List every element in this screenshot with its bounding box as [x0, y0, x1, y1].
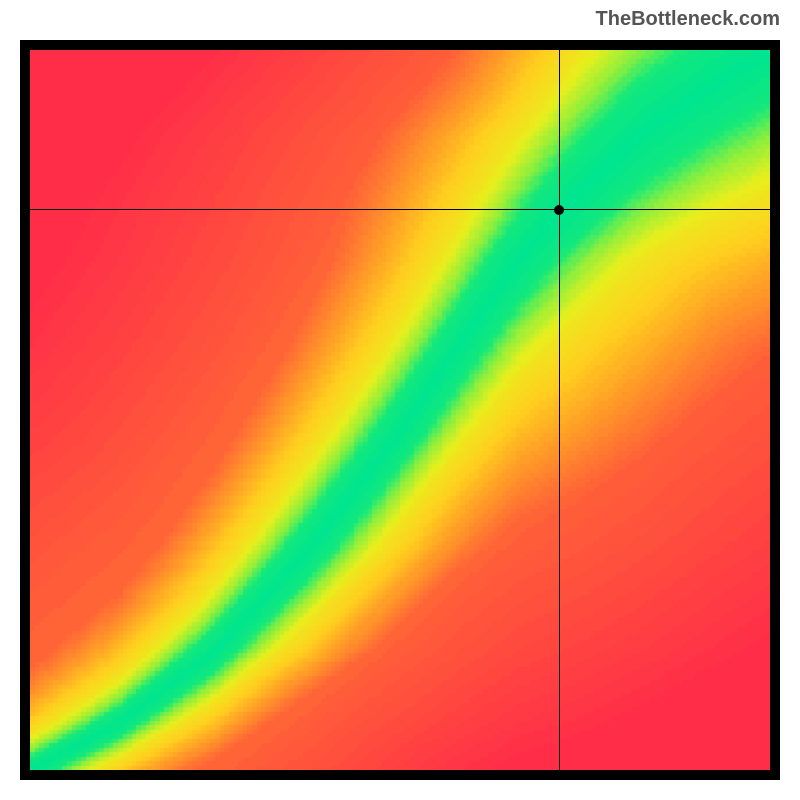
- heatmap-canvas: [30, 50, 770, 770]
- heatmap-plot: [30, 50, 770, 770]
- watermark-text: TheBottleneck.com: [596, 8, 780, 31]
- chart-container: TheBottleneck.com: [0, 0, 800, 800]
- chart-frame: [20, 40, 780, 780]
